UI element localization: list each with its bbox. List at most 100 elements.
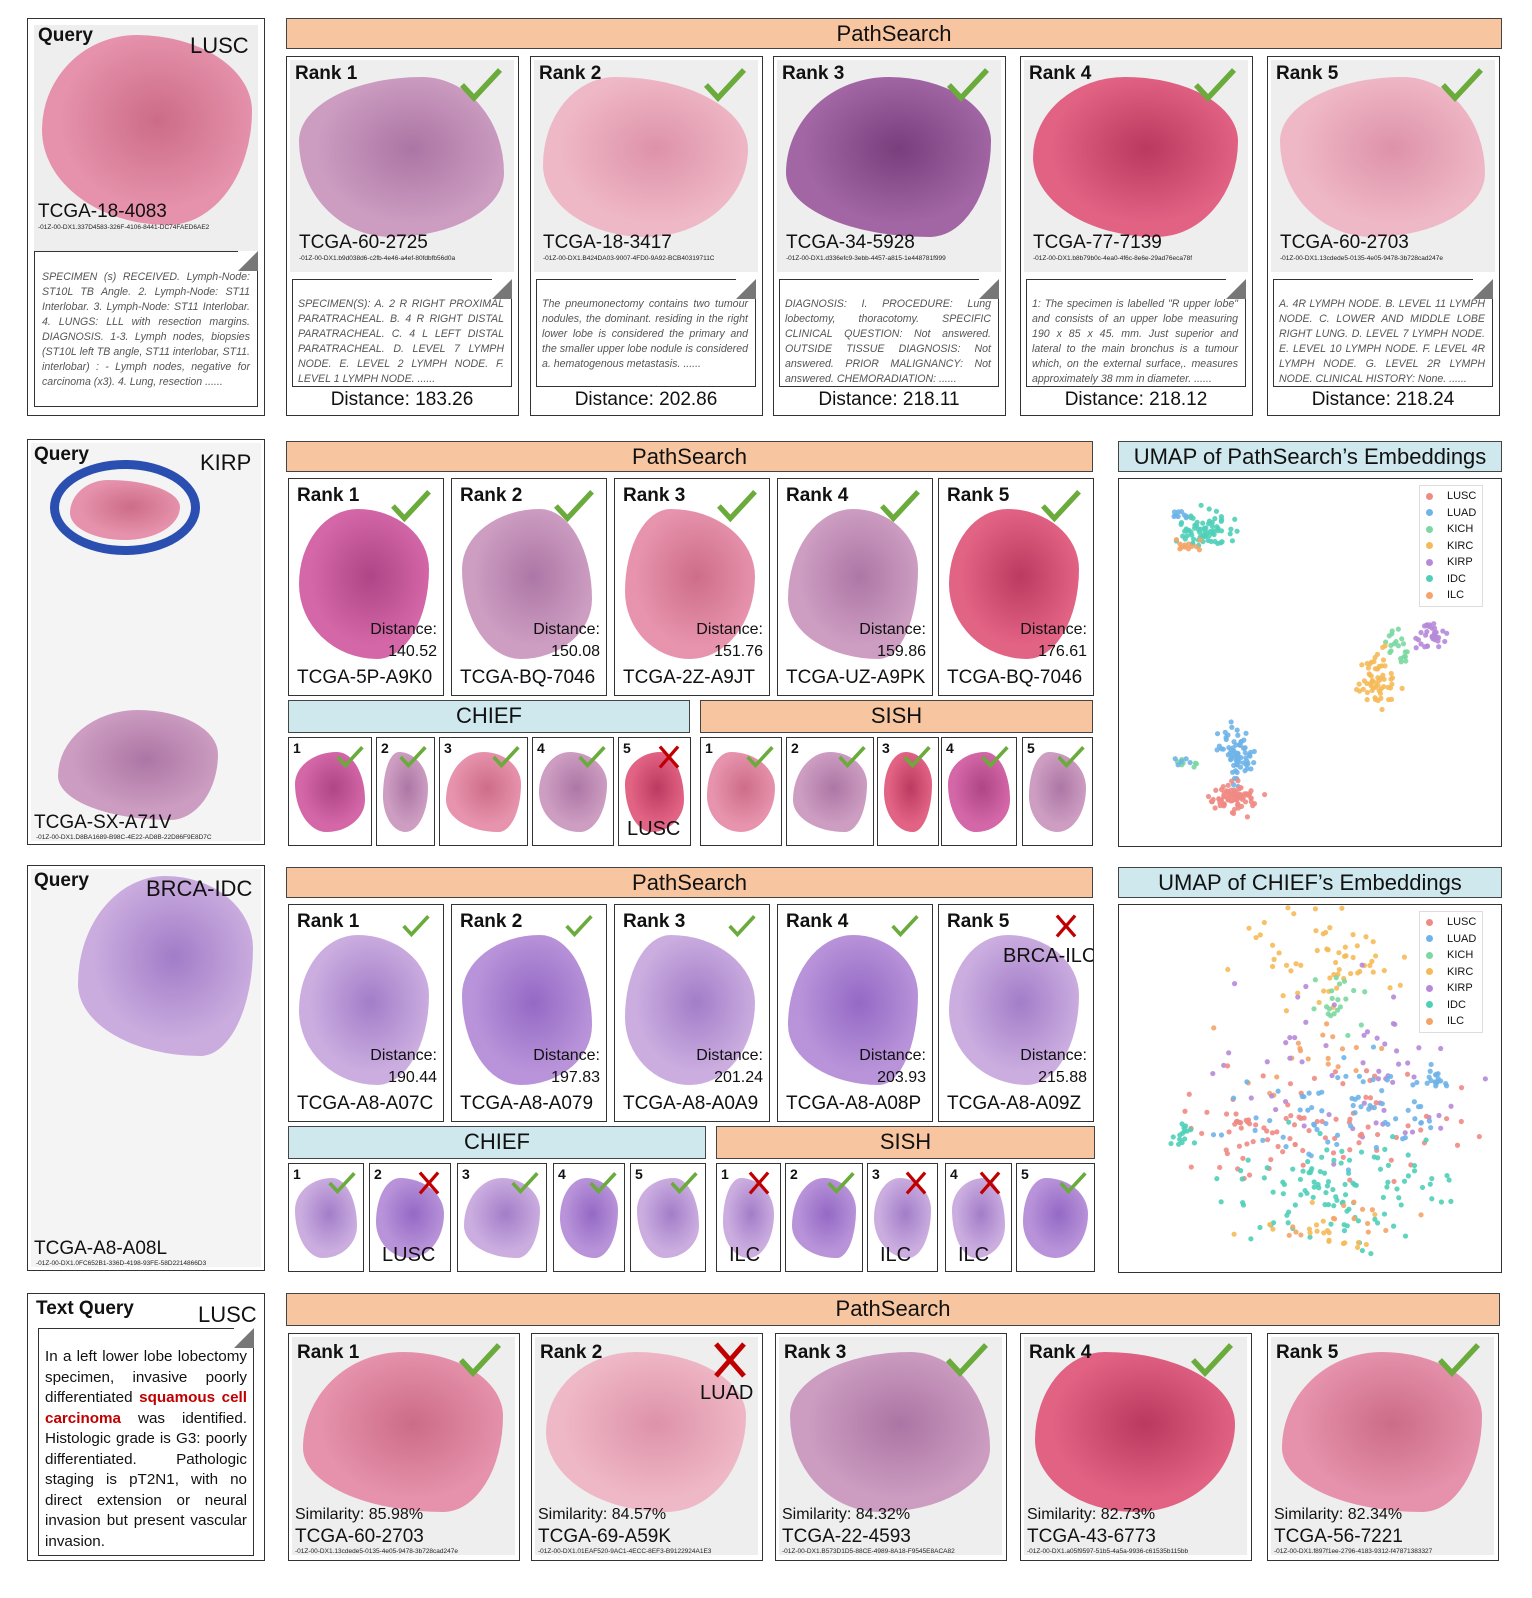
umap-point-luad bbox=[1253, 1115, 1259, 1121]
result-card-rank-1[interactable]: Rank 1 Distance: 140.52 TCGA-5P-A9K0 bbox=[288, 478, 444, 696]
rank-label: Rank 4 bbox=[786, 485, 849, 506]
result-card-rank-4[interactable]: Rank 4 TCGA-77-7139 -01Z-00-DX1.b8b79b0c-4… bbox=[1020, 56, 1253, 416]
umap-point-kirp bbox=[1301, 1123, 1307, 1129]
tissue-thumbnail bbox=[949, 935, 1079, 1085]
sish-result-4[interactable]: 4 bbox=[941, 737, 1017, 846]
umap-point-ilc bbox=[1305, 1056, 1311, 1062]
tissue-thumbnail bbox=[376, 1178, 444, 1258]
sish-result-1[interactable]: 1 ILC bbox=[716, 1163, 781, 1272]
chief-result-1[interactable]: 1 bbox=[288, 737, 372, 846]
rank-number: 5 bbox=[1027, 740, 1035, 756]
umap-point-lusc bbox=[1260, 1073, 1266, 1079]
result-slide-id: TCGA-A8-A0A9 bbox=[623, 1093, 759, 1114]
result-card-rank-1[interactable]: Rank 1 Distance: 190.44 TCGA-A8-A07C bbox=[288, 904, 444, 1122]
chief-result-3[interactable]: 3 bbox=[439, 737, 528, 846]
query-class-label: LUSC bbox=[198, 1302, 257, 1327]
chief-result-2[interactable]: 2 bbox=[376, 737, 435, 846]
result-card-rank-4[interactable]: Rank 4 Distance: 203.93 TCGA-A8-A08P bbox=[777, 904, 933, 1122]
umap-point-kich bbox=[1336, 981, 1343, 987]
chief-result-5[interactable]: 5 bbox=[630, 1163, 706, 1272]
result-card-rank-2[interactable]: Rank 2 Distance: 197.83 TCGA-A8-A079 bbox=[451, 904, 607, 1122]
checkmark-icon bbox=[511, 1172, 539, 1195]
umap-point-idc bbox=[1264, 1165, 1270, 1171]
sish-result-2[interactable]: 2 bbox=[785, 1163, 863, 1272]
umap-point-luad bbox=[1306, 1090, 1312, 1096]
result-card-rank-3[interactable]: Rank 3 Distance: 151.76 TCGA-2Z-A9JT bbox=[614, 478, 770, 696]
sish-result-3[interactable]: 3 bbox=[877, 737, 939, 846]
umap-point-luad bbox=[1316, 1090, 1322, 1096]
umap-point-kich bbox=[1329, 995, 1335, 1001]
result-card-rank-2[interactable]: Rank 2 Distance: 150.08 TCGA-BQ-7046 bbox=[451, 478, 607, 696]
umap-point-kirc bbox=[1378, 675, 1384, 681]
umap-point-kirc bbox=[1368, 682, 1374, 689]
umap-point-luad bbox=[1225, 732, 1231, 738]
chief-result-1[interactable]: 1 bbox=[288, 1163, 364, 1272]
chief-result-4[interactable]: 4 bbox=[532, 737, 614, 846]
chief-result-2[interactable]: 2 LUSC bbox=[369, 1163, 451, 1272]
checkmark-icon bbox=[1190, 1343, 1234, 1378]
query-label: Query bbox=[34, 870, 89, 891]
sish-result-1[interactable]: 1 bbox=[700, 737, 782, 846]
umap-point-idc bbox=[1189, 532, 1195, 538]
umap-point-ilc bbox=[1323, 1021, 1330, 1027]
result-card-rank-5[interactable]: Rank 5 BRCA-ILC Distance: 215.88 TCGA-A8-A09… bbox=[938, 904, 1094, 1122]
umap-point-kirc bbox=[1380, 657, 1387, 663]
umap-point-kirp bbox=[1393, 1048, 1400, 1054]
folded-corner-icon bbox=[736, 279, 756, 299]
result-card-rank-3[interactable]: Rank 3 Distance: 201.24 TCGA-A8-A0A9 bbox=[614, 904, 770, 1122]
checkmark-icon bbox=[728, 915, 756, 938]
umap-point-kich bbox=[1345, 1032, 1351, 1039]
umap-point-idc bbox=[1261, 1175, 1267, 1181]
result-card-rank-4[interactable]: Rank 4 Distance: 159.86 TCGA-UZ-A9PK bbox=[777, 478, 933, 696]
umap-point-luad bbox=[1243, 730, 1249, 736]
query-panel: Query LUSC TCGA-18-4083 -01Z-00-DX1.337D458… bbox=[27, 18, 265, 416]
umap-point-idc bbox=[1290, 1166, 1296, 1172]
umap-point-kich bbox=[1334, 1007, 1341, 1013]
result-card-rank-1[interactable]: Rank 1 TCGA-60-2725 -01Z-00-DX1.b9d038d6-c… bbox=[286, 56, 519, 416]
legend-item-luad: LUAD bbox=[1426, 931, 1476, 948]
umap-point-kirp bbox=[1381, 1107, 1387, 1113]
class-label: LUSC bbox=[627, 818, 681, 840]
umap-point-ilc bbox=[1364, 1220, 1371, 1227]
sish-result-2[interactable]: 2 bbox=[786, 737, 874, 846]
umap-point-luad bbox=[1424, 1080, 1430, 1086]
result-card-rank-2[interactable]: Rank 2 TCGA-18-3417 -01Z-00-DX1.B424DA03-9… bbox=[530, 56, 763, 416]
chief-result-5[interactable]: 5 LUSC bbox=[618, 737, 691, 846]
result-card-rank-1[interactable]: Rank 1 Similarity: 85.98% TCGA-60-2703 -01Z… bbox=[288, 1333, 520, 1561]
umap-point-kirp bbox=[1361, 1032, 1367, 1038]
result-card-rank-3[interactable]: Rank 3 Similarity: 84.32% TCGA-22-4593 -01Z… bbox=[775, 1333, 1007, 1561]
chief-result-3[interactable]: 3 bbox=[457, 1163, 547, 1272]
umap-point-idc bbox=[1338, 1160, 1344, 1166]
result-card-rank-3[interactable]: Rank 3 TCGA-34-5928 -01Z-00-DX1.d336efc9-3… bbox=[773, 56, 1006, 416]
umap-point-idc bbox=[1323, 1189, 1329, 1196]
chief-result-4[interactable]: 4 bbox=[553, 1163, 625, 1272]
umap-point-kirp bbox=[1390, 1079, 1396, 1085]
sish-result-4[interactable]: 4 ILC bbox=[945, 1163, 1012, 1272]
result-card-rank-4[interactable]: Rank 4 Similarity: 82.73% TCGA-43-6773 -01Z… bbox=[1020, 1333, 1252, 1561]
umap-point-kirp bbox=[1416, 1045, 1422, 1051]
umap-point-kirc bbox=[1401, 954, 1408, 960]
result-distance: Distance: 183.26 bbox=[330, 389, 474, 410]
sish-result-3[interactable]: 3 ILC bbox=[867, 1163, 938, 1272]
folded-corner-icon bbox=[1226, 279, 1246, 299]
rank-number: 5 bbox=[635, 1166, 643, 1182]
result-report-text: DIAGNOSIS: I. PROCEDURE: Lung lobectomy,… bbox=[785, 298, 991, 385]
umap-point-lusc bbox=[1244, 1141, 1250, 1147]
umap-point-idc bbox=[1341, 1228, 1348, 1234]
result-card-rank-5[interactable]: Rank 5 TCGA-60-2703 -01Z-00-DX1.13cdede5-0… bbox=[1267, 56, 1500, 416]
umap-point-lusc bbox=[1262, 791, 1268, 798]
umap-point-idc bbox=[1178, 520, 1185, 526]
umap-point-kirc bbox=[1336, 950, 1342, 956]
result-card-rank-2[interactable]: Rank 2 LUAD Similarity: 84.57% TCGA-69-A59K… bbox=[531, 1333, 763, 1561]
legend-label: KIRC bbox=[1447, 965, 1474, 978]
umap-point-idc bbox=[1228, 526, 1234, 532]
result-card-rank-5[interactable]: Rank 5 Distance: 176.61 TCGA-BQ-7046 bbox=[938, 478, 1094, 696]
sish-result-5[interactable]: 5 bbox=[1016, 1163, 1095, 1272]
umap-point-idc bbox=[1405, 1173, 1412, 1179]
rank-number: 5 bbox=[623, 740, 631, 756]
umap-point-kich bbox=[1343, 996, 1349, 1002]
ink-ring bbox=[50, 460, 200, 555]
sish-result-5[interactable]: 5 bbox=[1022, 737, 1093, 846]
result-card-rank-5[interactable]: Rank 5 Similarity: 82.34% TCGA-56-7221 -01Z… bbox=[1267, 1333, 1499, 1561]
umap-point-luad bbox=[1370, 1044, 1377, 1050]
